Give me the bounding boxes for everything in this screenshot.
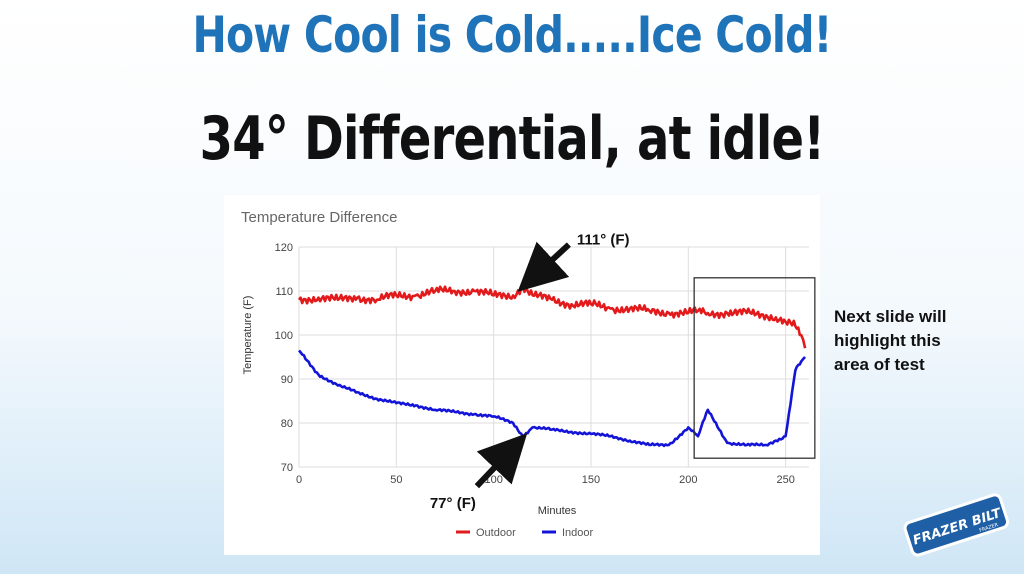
x-tick-label: 150 [582,474,600,486]
x-tick-label: 250 [776,474,794,486]
legend-label: Outdoor [476,527,516,539]
x-axis-label: Minutes [538,505,577,517]
logo-badge [903,493,1010,557]
grid-lines [298,246,809,468]
y-tick-label: 110 [275,286,293,298]
y-tick-label: 80 [281,418,293,430]
logo-small-text: FRAZER [979,522,1000,534]
y-axis-label: Temperature (F) [242,296,254,375]
y-tick-label: 70 [281,462,293,474]
highlight-box [693,277,816,459]
x-tick-label: 50 [390,474,402,486]
slide-subtitle: 34° Differential, at idle! [199,104,825,174]
side-note-line: highlight this [834,331,941,350]
x-tick-label: 0 [296,474,302,486]
annotation-label: 111° (F) [577,232,630,249]
legend: Outdoor Indoor [456,527,594,539]
annotations: 111° (F) 77° (F) [430,232,630,513]
annotation-arrow [474,433,528,489]
slide-title: How Cool is Cold.....Ice Cold! [192,6,832,64]
legend-label: Indoor [562,527,594,539]
y-tick-label: 120 [275,242,293,254]
series-line-outdoor [297,285,807,349]
y-tick-label: 90 [281,374,293,386]
annotation-label: 77° (F) [430,495,476,512]
y-tick-label: 100 [275,330,293,342]
side-note-line: area of test [834,355,925,374]
x-tick-label: 200 [679,474,697,486]
data-series [297,285,807,448]
annotation-arrow [517,241,571,292]
side-note: Next slide will highlight this area of t… [834,305,1004,377]
chart-panel: Temperature Difference 70 80 90 100 110 120 0 5… [224,195,820,555]
side-note-line: Next slide will [834,307,947,326]
temperature-chart: Temperature Difference 70 80 90 100 110 120 0 5… [241,209,816,539]
series-line-indoor [298,349,807,448]
chart-title: Temperature Difference [241,209,397,226]
highlight-box-group [693,277,816,459]
frazer-bilt-logo: FRAZER BILT FRAZER [903,493,1010,557]
